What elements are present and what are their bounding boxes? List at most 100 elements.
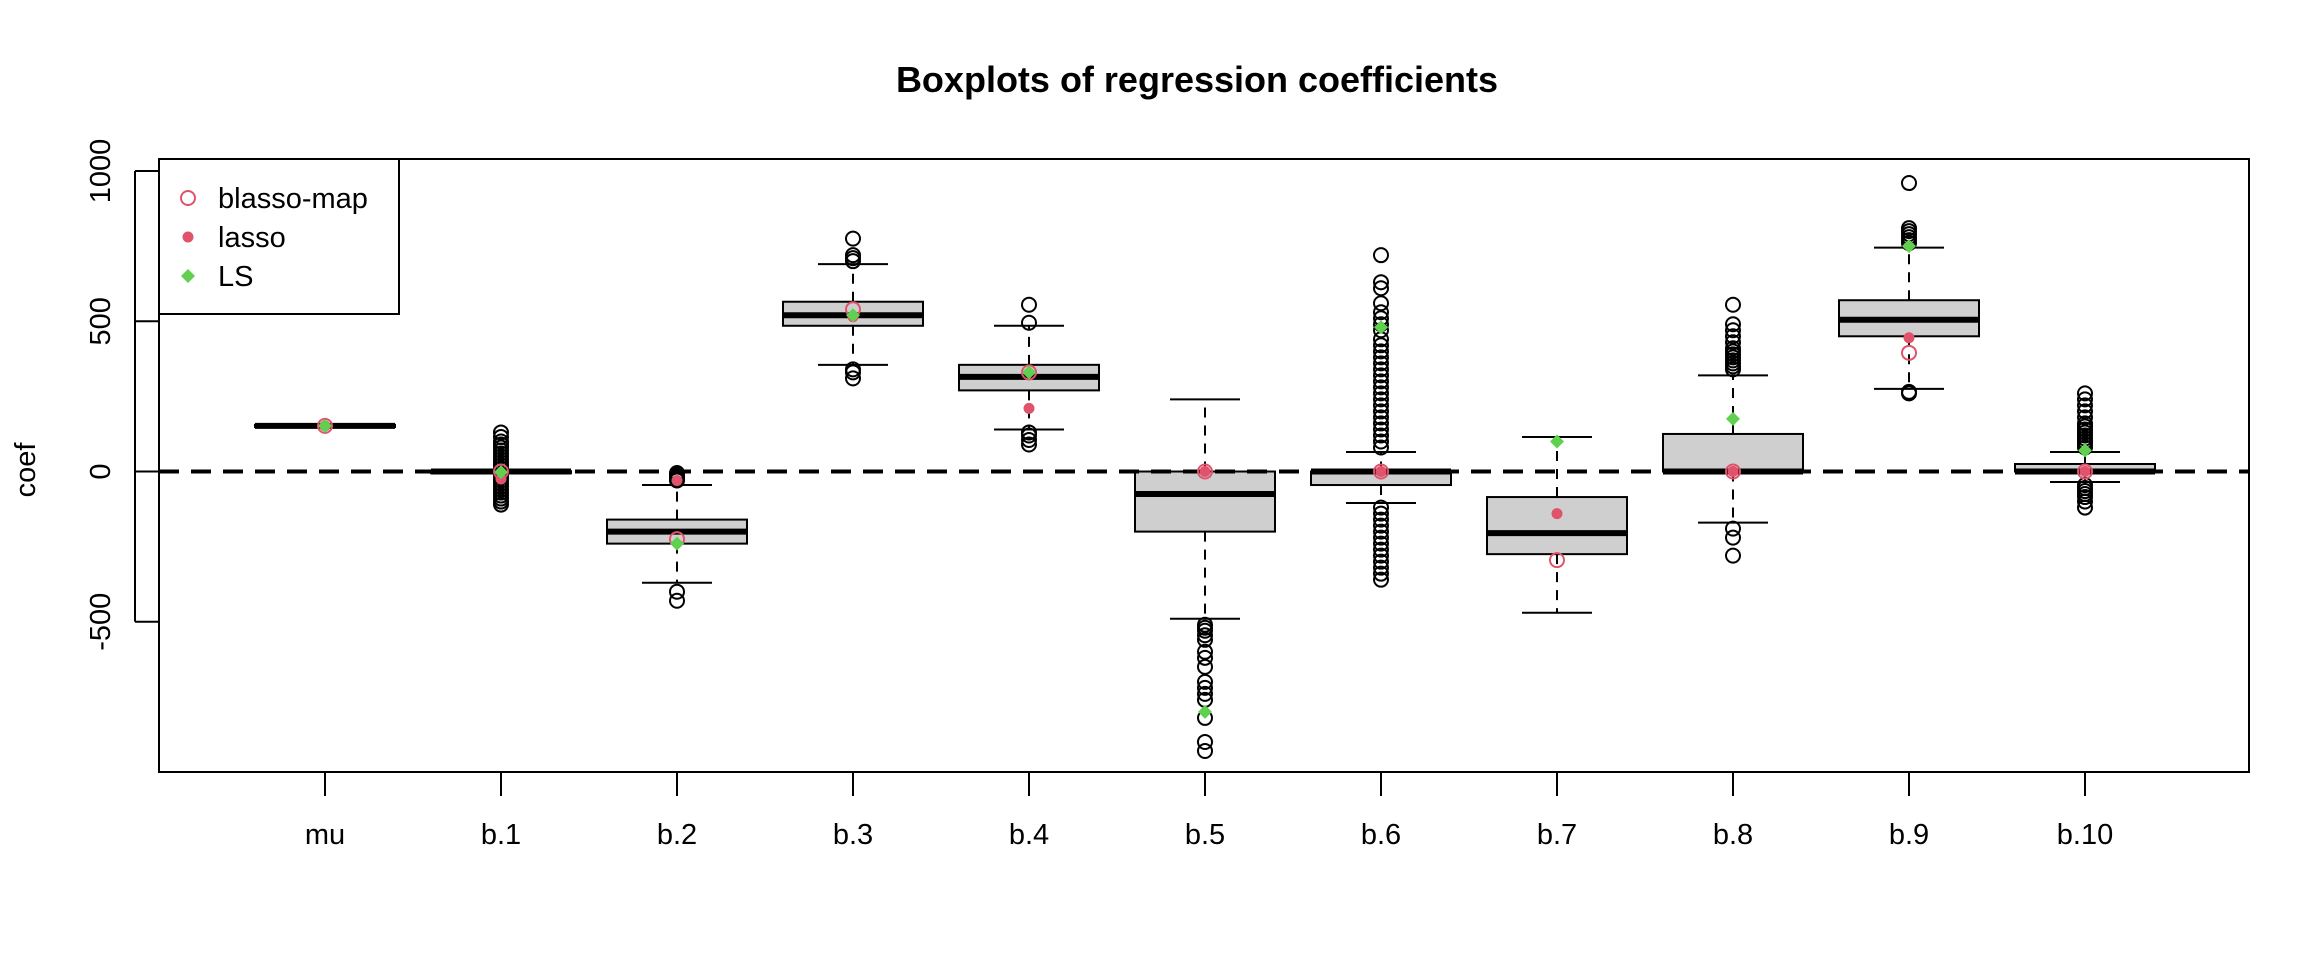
point-lasso (1023, 402, 1035, 414)
outlier-point (2077, 403, 2093, 420)
outlier-point (1021, 427, 1037, 444)
outlier-point (1373, 397, 1389, 414)
outlier-point (1373, 373, 1389, 390)
point-blasso-map (1901, 344, 1917, 361)
chart-title: Boxplots of regression coefficients (896, 59, 1498, 100)
outlier-point (845, 230, 861, 247)
point-blasso-map (1725, 463, 1741, 480)
box-b.9 (1838, 175, 1980, 402)
outlier-point (1197, 673, 1213, 690)
outlier-point (1373, 433, 1389, 450)
point-lasso (1199, 466, 1211, 478)
outlier-point (1725, 520, 1741, 537)
x-tick-label: b.3 (833, 819, 873, 851)
legend-box (158, 158, 400, 315)
box-b.8 (1662, 296, 1804, 564)
legend-label: lasso (218, 222, 286, 254)
y-tick-label: 1000 (85, 139, 117, 204)
outlier-point (1373, 421, 1389, 438)
outlier-point (1197, 627, 1213, 644)
outlier-point (1197, 658, 1213, 675)
outlier-point (2077, 391, 2093, 408)
outlier-point (1901, 175, 1917, 192)
legend: blasso-map lasso LS (158, 158, 400, 315)
x-tick-label: b.10 (2057, 819, 2113, 851)
box-b.5 (1134, 398, 1276, 759)
x-tick-label: b.9 (1889, 819, 1929, 851)
outlier-point (1725, 529, 1741, 546)
outlier-point (845, 370, 861, 387)
point-lasso (2079, 466, 2091, 478)
plot-frame (158, 158, 2250, 773)
x-tick-label: b.1 (481, 819, 521, 851)
box-b.7 (1486, 435, 1628, 614)
outlier-point (1197, 643, 1213, 660)
outlier-point (2077, 493, 2093, 510)
outlier-point (1373, 523, 1389, 540)
outlier-point (1197, 685, 1213, 702)
outlier-point (1373, 337, 1389, 354)
outlier-point (1197, 733, 1213, 750)
point-LS (1726, 411, 1740, 426)
x-tick-label: mu (305, 819, 345, 851)
outlier-point (1373, 499, 1389, 516)
outlier-point (1373, 304, 1389, 321)
outlier-point (1373, 367, 1389, 384)
x-tick-label: b.7 (1537, 819, 1577, 851)
outlier-point (1197, 631, 1213, 648)
outlier-point (1197, 622, 1213, 639)
outlier-point (669, 592, 685, 609)
outlier-point (1373, 379, 1389, 396)
outlier-point (2077, 499, 2093, 516)
outlier-point (1373, 349, 1389, 366)
legend-marker-lasso (182, 231, 194, 243)
point-lasso (1375, 466, 1387, 478)
series-LS (318, 239, 2092, 719)
point-LS (1902, 239, 1916, 254)
outlier-point (1725, 322, 1741, 339)
outlier-point (1725, 296, 1741, 313)
outlier-point (1373, 295, 1389, 312)
outlier-point (1373, 571, 1389, 588)
x-tick-label: b.2 (657, 819, 697, 851)
outlier-point (1021, 314, 1037, 331)
outlier-point (1021, 296, 1037, 313)
outlier-point (1373, 355, 1389, 372)
point-LS (494, 465, 508, 480)
outlier-point (1373, 535, 1389, 552)
point-blasso-map (1549, 552, 1565, 569)
outlier-point (845, 253, 861, 270)
point-blasso-map (1373, 463, 1389, 480)
outlier-point (493, 496, 509, 513)
outlier-point (2077, 409, 2093, 426)
legend-label: blasso-map (218, 183, 368, 215)
outlier-point (1725, 328, 1741, 345)
point-blasso-map (1197, 463, 1213, 480)
outlier-point (669, 472, 685, 489)
y-axis-label: coef (10, 442, 42, 498)
outlier-point (1373, 385, 1389, 402)
outlier-point (1725, 361, 1741, 378)
outlier-point (1373, 541, 1389, 558)
outlier-point (1373, 517, 1389, 534)
outlier-point (1373, 274, 1389, 291)
x-tick-label: b.4 (1009, 819, 1049, 851)
outlier-point (1021, 431, 1037, 448)
outlier-point (1373, 505, 1389, 522)
outlier-point (1021, 436, 1037, 453)
point-lasso (1903, 332, 1915, 344)
x-tick-label: b.6 (1361, 819, 1401, 851)
outlier-point (1373, 409, 1389, 426)
outlier-point (1373, 565, 1389, 582)
outlier-point (1197, 679, 1213, 696)
outlier-point (1373, 529, 1389, 546)
point-LS (1374, 320, 1388, 335)
outlier-point (1373, 403, 1389, 420)
outlier-point (1373, 391, 1389, 408)
legend-marker-LS (181, 269, 195, 283)
outlier-point (1901, 385, 1917, 402)
point-LS (1022, 365, 1036, 380)
point-lasso (1727, 466, 1739, 478)
outlier-point (1373, 247, 1389, 264)
